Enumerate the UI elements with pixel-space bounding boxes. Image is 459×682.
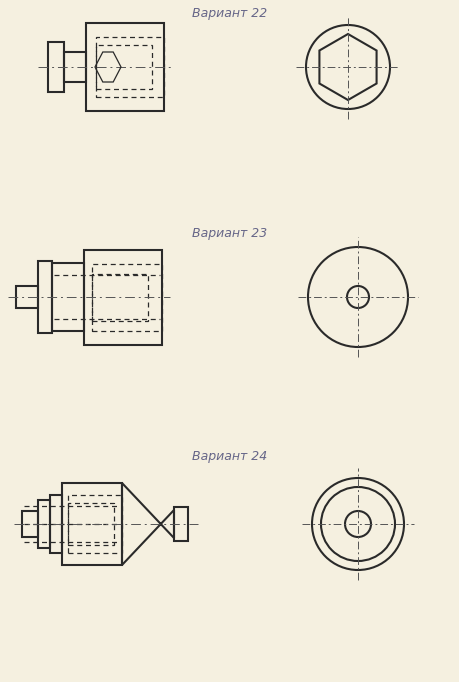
Bar xyxy=(64,52,86,82)
Bar xyxy=(174,507,188,541)
Bar xyxy=(92,263,162,331)
Text: Вариант 23: Вариант 23 xyxy=(192,227,267,240)
Bar xyxy=(50,495,62,553)
Bar xyxy=(68,503,114,545)
Bar xyxy=(52,263,84,331)
Bar xyxy=(38,500,50,548)
Bar xyxy=(96,45,151,89)
Bar xyxy=(96,37,164,97)
Bar xyxy=(62,483,122,565)
Bar xyxy=(16,286,38,308)
Bar xyxy=(22,511,38,537)
Text: Вариант 22: Вариант 22 xyxy=(192,7,267,20)
Bar xyxy=(38,261,52,333)
Text: Вариант 24: Вариант 24 xyxy=(192,450,267,463)
Bar xyxy=(86,23,164,111)
Bar xyxy=(92,273,148,321)
Bar xyxy=(84,250,162,344)
Bar xyxy=(68,495,122,553)
Bar xyxy=(48,42,64,92)
